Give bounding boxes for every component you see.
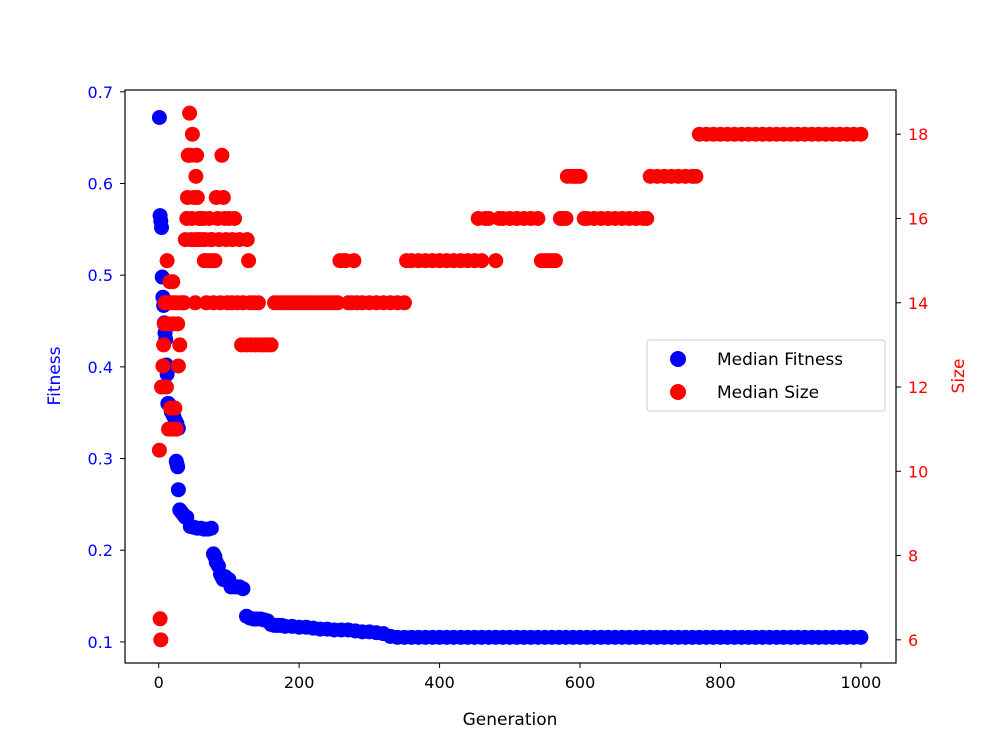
size-point <box>170 358 186 374</box>
size-point <box>184 126 200 142</box>
x-tick-label: 800 <box>705 673 736 692</box>
size-point <box>488 253 504 269</box>
fitness-point <box>170 459 186 475</box>
size-point <box>853 126 869 142</box>
size-point <box>263 337 279 353</box>
legend-marker-fitness <box>670 351 686 367</box>
size-point <box>250 295 266 311</box>
right-tick-label: 10 <box>908 462 928 481</box>
left-axis-label: Fitness <box>45 346 65 405</box>
legend: Median Fitness Median Size <box>646 339 886 412</box>
fitness-point <box>203 520 219 536</box>
size-point <box>170 316 186 332</box>
size-point <box>172 337 188 353</box>
size-point <box>189 189 205 205</box>
size-point <box>639 211 655 226</box>
size-point <box>214 147 230 163</box>
size-point <box>187 295 203 311</box>
left-tick-label: 0.5 <box>88 266 113 285</box>
legend-marker-size <box>670 384 686 400</box>
size-point <box>481 211 497 226</box>
size-point <box>155 358 171 374</box>
size-point <box>558 211 574 226</box>
fitness-point <box>853 629 869 645</box>
left-tick-label: 0.7 <box>88 83 113 102</box>
size-point <box>153 632 169 648</box>
legend-box <box>646 339 886 412</box>
size-point <box>227 211 243 226</box>
size-point <box>547 253 563 269</box>
fitness-point <box>151 110 167 125</box>
right-tick-label: 8 <box>908 547 918 566</box>
plot-frame <box>124 89 897 664</box>
size-point <box>188 168 204 184</box>
size-point <box>346 253 362 269</box>
legend-label-fitness: Median Fitness <box>717 350 843 370</box>
size-point <box>167 400 183 416</box>
size-point <box>474 253 490 269</box>
size-point <box>239 232 255 248</box>
size-point <box>189 147 205 163</box>
left-tick-label: 0.2 <box>88 541 113 560</box>
size-point <box>182 105 198 121</box>
size-point <box>165 274 181 290</box>
size-point <box>215 189 231 205</box>
size-point <box>158 379 174 395</box>
size-point <box>176 295 192 311</box>
left-tick-label: 0.6 <box>88 175 113 194</box>
fitness-point <box>154 220 170 236</box>
left-tick-label: 0.3 <box>88 450 113 469</box>
right-tick-label: 18 <box>908 125 928 144</box>
x-tick-label: 1000 <box>841 673 882 692</box>
size-point <box>530 211 546 226</box>
size-point <box>241 253 257 269</box>
left-tick-label: 0.4 <box>88 358 113 377</box>
x-axis-ticks: 0 200 400 600 800 1000 <box>154 663 882 692</box>
x-axis-label: Generation <box>463 710 558 730</box>
size-point <box>207 253 223 269</box>
right-axis-ticks: 6 8 10 12 14 16 18 <box>896 125 928 650</box>
x-tick-label: 400 <box>424 673 455 692</box>
fitness-point <box>170 482 186 498</box>
right-tick-label: 12 <box>908 378 928 397</box>
legend-label-size: Median Size <box>717 383 819 403</box>
size-series <box>151 105 869 648</box>
right-tick-label: 14 <box>908 294 928 313</box>
size-point <box>330 295 346 311</box>
fitness-point <box>235 581 251 597</box>
x-tick-label: 600 <box>565 673 596 692</box>
size-point <box>572 168 588 184</box>
size-point <box>152 611 168 627</box>
size-point <box>151 442 167 458</box>
right-tick-label: 6 <box>908 631 918 650</box>
x-tick-label: 200 <box>284 673 315 692</box>
right-tick-label: 16 <box>908 210 928 229</box>
size-point <box>396 295 412 311</box>
size-point <box>156 337 172 353</box>
left-tick-label: 0.1 <box>88 633 113 652</box>
size-point <box>159 253 175 269</box>
x-tick-label: 0 <box>154 673 164 692</box>
size-point <box>168 421 184 437</box>
right-axis-label: Size <box>949 359 969 394</box>
size-point <box>688 168 704 184</box>
left-axis-ticks: 0.1 0.2 0.3 0.4 0.5 0.6 0.7 <box>88 83 125 652</box>
